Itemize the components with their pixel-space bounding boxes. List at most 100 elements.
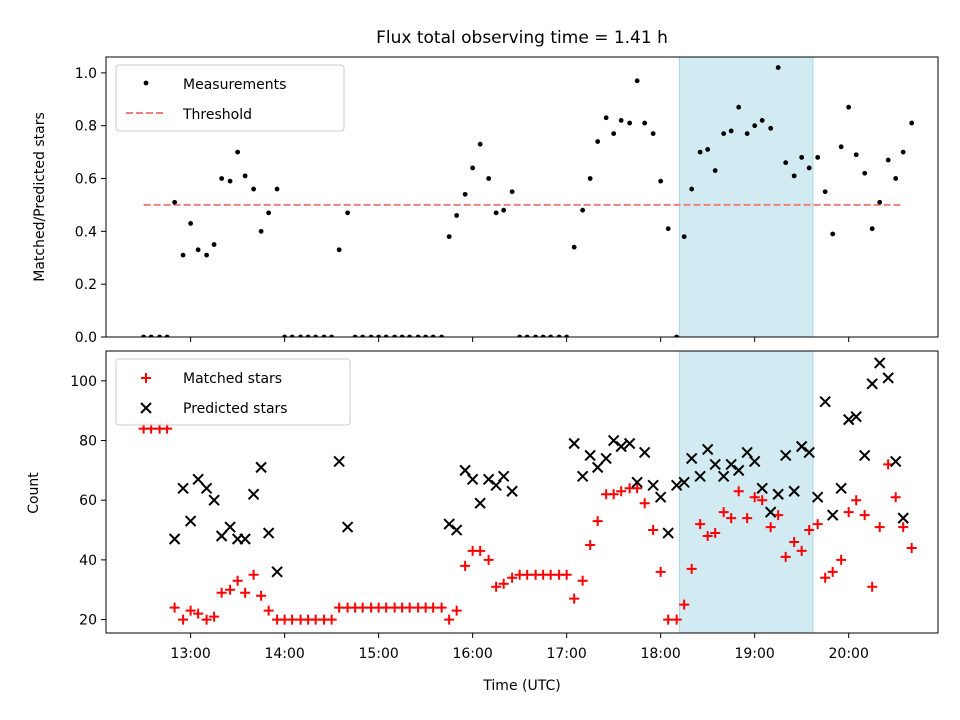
matched-star-marker xyxy=(679,599,690,610)
matched-star-marker xyxy=(655,566,666,577)
measurement-point xyxy=(564,334,570,337)
predicted-star-marker xyxy=(208,494,220,506)
measurement-point xyxy=(603,115,609,121)
bottom-y-tick-label: 100 xyxy=(70,374,97,390)
measurement-point xyxy=(799,154,805,160)
predicted-star-marker xyxy=(850,410,862,423)
top-axes-frame xyxy=(105,56,939,338)
matched-star-marker xyxy=(718,507,729,518)
matched-star-marker xyxy=(232,575,243,586)
measurement-point xyxy=(689,186,695,192)
x-tick-label: 13:00 xyxy=(170,646,210,662)
matched-star-marker xyxy=(256,590,267,601)
x-tick-label: 16:00 xyxy=(452,646,492,662)
measurement-point xyxy=(141,334,147,337)
predicted-star-marker xyxy=(466,473,479,486)
matched-star-marker xyxy=(695,519,706,530)
flux-ratio-panel: Matched/Predicted stars 0.0 0.2 0.4 0.6 0.8 1… xyxy=(32,56,939,346)
matched-star-marker xyxy=(827,566,838,577)
x-tick-label: 15:00 xyxy=(358,646,398,662)
measurement-point xyxy=(909,120,915,126)
measurement-point xyxy=(336,247,342,253)
measurement-point xyxy=(321,334,327,337)
measurement-point xyxy=(305,334,311,337)
measurement-point xyxy=(298,334,304,337)
predicted-star-marker xyxy=(271,566,283,578)
matched-star-marker xyxy=(733,486,744,497)
predicted-star-marker xyxy=(756,482,768,494)
legend-matched-marker xyxy=(141,373,151,383)
predicted-star-marker xyxy=(858,449,871,462)
matched-star-marker xyxy=(428,602,439,613)
matched-star-marker xyxy=(804,525,815,536)
measurement-point xyxy=(345,210,351,216)
matched-star-marker xyxy=(648,525,659,536)
bottom-plot-area xyxy=(138,351,917,633)
predicted-star-marker xyxy=(591,461,604,474)
measurement-point xyxy=(556,334,562,337)
measurement-point xyxy=(744,131,750,137)
measurement-point xyxy=(313,334,319,337)
matched-star-marker xyxy=(851,495,862,506)
matched-star-marker xyxy=(671,614,682,625)
predicted-star-marker xyxy=(192,473,204,486)
matched-star-marker xyxy=(248,569,259,580)
matched-star-marker xyxy=(765,522,776,533)
predicted-star-marker xyxy=(654,491,667,503)
predicted-star-marker xyxy=(694,470,706,483)
matched-star-marker xyxy=(639,498,650,509)
matched-star-marker xyxy=(263,605,274,616)
measurement-point xyxy=(446,234,452,240)
measurement-point xyxy=(524,334,530,337)
matched-star-marker xyxy=(507,572,518,583)
matched-star-marker xyxy=(522,569,533,580)
measurement-point xyxy=(509,189,515,195)
matched-star-marker xyxy=(836,554,847,565)
matched-star-marker xyxy=(185,605,196,616)
measurement-point xyxy=(376,334,382,337)
matched-star-marker xyxy=(577,575,588,586)
measurement-point xyxy=(274,186,280,192)
measurement-point xyxy=(392,334,398,337)
measurement-point xyxy=(736,104,742,110)
predicted-star-marker xyxy=(670,479,683,491)
measurement-point xyxy=(627,120,633,126)
predicted-star-marker xyxy=(701,443,714,456)
predicted-star-marker xyxy=(341,521,354,533)
matched-star-marker xyxy=(209,611,220,622)
predicted-star-marker xyxy=(474,497,486,509)
top-highlight-span xyxy=(678,57,814,337)
predicted-star-marker xyxy=(568,437,580,450)
matched-star-marker xyxy=(240,587,251,598)
measurement-point xyxy=(642,120,648,126)
legend-entry-label: Measurements xyxy=(183,77,286,93)
measurement-point xyxy=(712,168,718,173)
top-y-tick-label: 0.8 xyxy=(75,119,97,135)
matched-star-marker xyxy=(491,581,502,592)
legend-predicted-marker xyxy=(140,402,152,414)
predicted-star-marker xyxy=(882,372,894,384)
predicted-star-marker xyxy=(709,458,721,471)
predicted-star-marker xyxy=(490,479,502,491)
predicted-star-marker xyxy=(826,509,839,521)
predicted-star-marker xyxy=(732,464,745,477)
matched-star-marker xyxy=(287,614,298,625)
matched-star-marker xyxy=(451,605,462,616)
measurement-point xyxy=(595,139,601,144)
predicted-star-marker xyxy=(685,452,698,465)
measurement-point xyxy=(893,176,899,181)
matched-star-marker xyxy=(436,602,447,613)
matched-star-marker xyxy=(225,584,236,595)
matched-star-marker xyxy=(616,486,627,497)
predicted-star-marker xyxy=(662,527,674,539)
predicted-star-marker xyxy=(262,527,275,539)
predicted-star-marker xyxy=(647,479,659,491)
measurement-point xyxy=(634,78,640,84)
measurement-point xyxy=(486,176,492,181)
predicted-star-marker xyxy=(748,455,761,468)
matched-star-marker xyxy=(726,513,737,524)
measurement-point xyxy=(548,334,554,337)
bottom-axes-frame xyxy=(105,350,939,634)
legend-measurement-marker xyxy=(143,80,149,86)
measurement-point xyxy=(830,231,836,237)
